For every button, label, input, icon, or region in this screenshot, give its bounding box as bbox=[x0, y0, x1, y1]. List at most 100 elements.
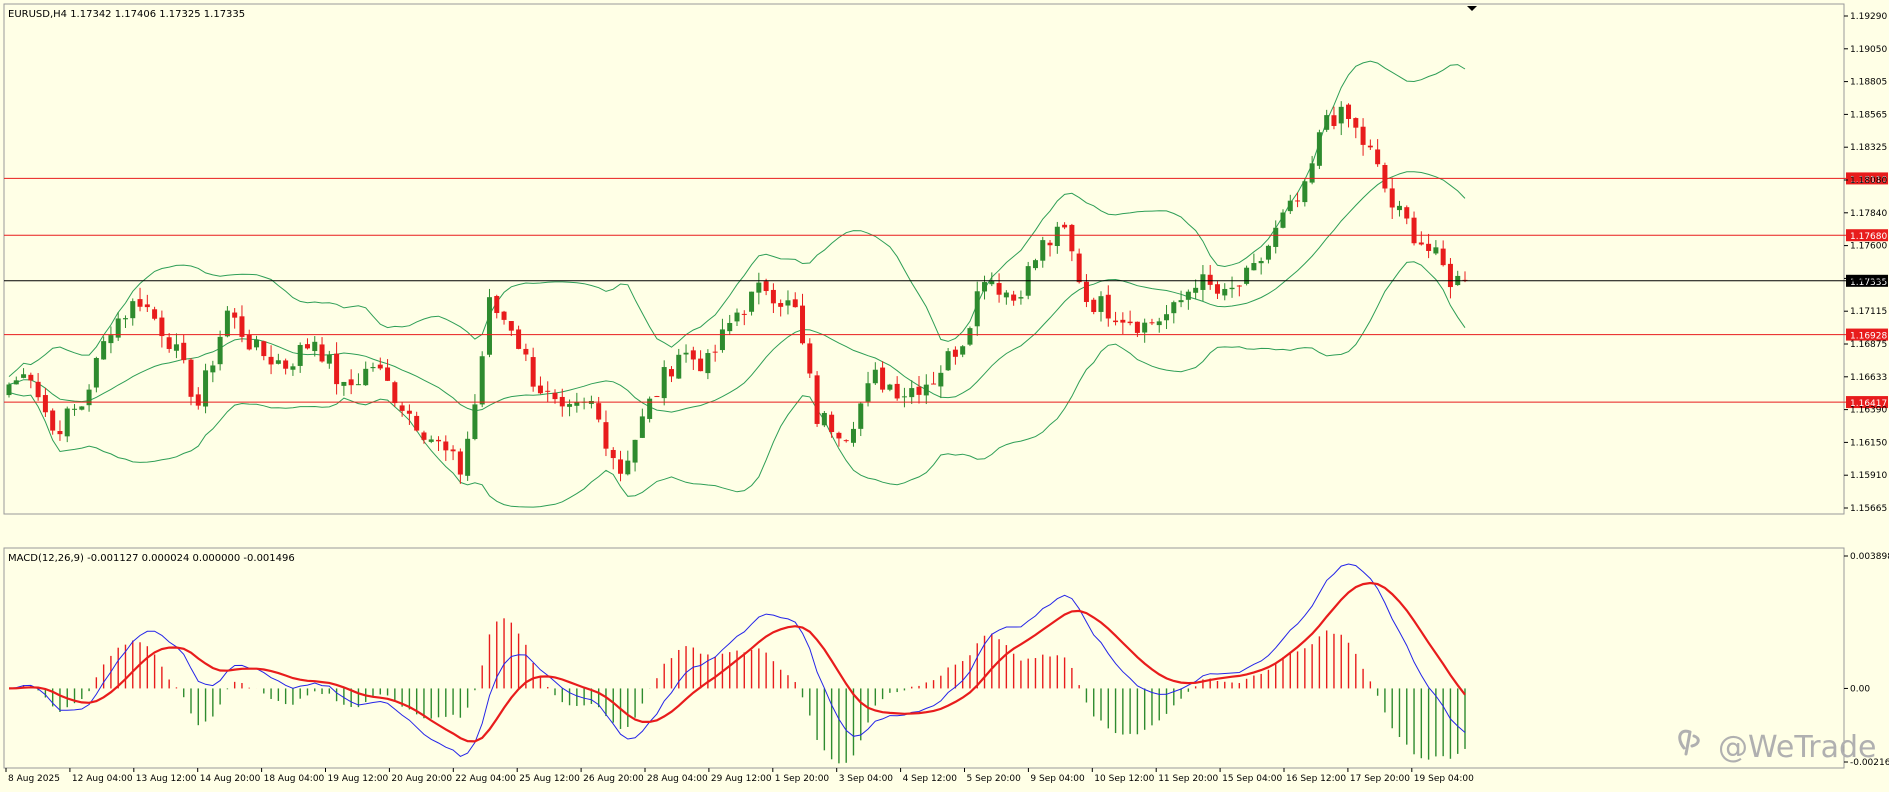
candle[interactable] bbox=[1069, 223, 1075, 262]
candle[interactable] bbox=[625, 450, 631, 476]
candle[interactable] bbox=[465, 431, 471, 481]
candle[interactable] bbox=[545, 381, 551, 403]
candle[interactable] bbox=[355, 373, 361, 386]
candle[interactable] bbox=[326, 350, 332, 369]
candle[interactable] bbox=[1178, 290, 1184, 308]
candle[interactable] bbox=[1367, 139, 1373, 151]
price-panel[interactable]: 1.18110 1.17680 1.16928 1.16417 1.17335 1.19… bbox=[3, 3, 1888, 515]
candle[interactable] bbox=[130, 298, 136, 326]
candle[interactable] bbox=[1353, 117, 1359, 139]
candle[interactable] bbox=[195, 387, 201, 410]
candle[interactable] bbox=[13, 376, 19, 385]
candle[interactable] bbox=[989, 272, 995, 287]
candle[interactable] bbox=[1032, 258, 1038, 271]
candle[interactable] bbox=[858, 402, 864, 437]
candle[interactable] bbox=[1440, 240, 1446, 267]
candle[interactable] bbox=[1164, 305, 1170, 330]
candle[interactable] bbox=[1396, 200, 1402, 217]
candle[interactable] bbox=[457, 448, 463, 484]
candle[interactable] bbox=[508, 321, 514, 337]
candle[interactable] bbox=[1011, 290, 1017, 306]
candle[interactable] bbox=[108, 326, 114, 354]
candle[interactable] bbox=[188, 358, 194, 406]
candle[interactable] bbox=[210, 360, 216, 383]
candle[interactable] bbox=[261, 340, 267, 361]
candle[interactable] bbox=[785, 290, 791, 315]
candle[interactable] bbox=[203, 363, 209, 414]
candle[interactable] bbox=[1404, 205, 1410, 225]
candle[interactable] bbox=[1193, 279, 1199, 300]
candle[interactable] bbox=[166, 333, 172, 353]
candle[interactable] bbox=[79, 406, 85, 411]
candle[interactable] bbox=[1360, 118, 1366, 156]
candle[interactable] bbox=[1346, 103, 1352, 128]
candle[interactable] bbox=[603, 410, 609, 457]
candle[interactable] bbox=[93, 356, 99, 393]
candle[interactable] bbox=[35, 373, 41, 401]
candle[interactable] bbox=[57, 420, 63, 441]
candle[interactable] bbox=[428, 435, 434, 444]
candle[interactable] bbox=[1251, 253, 1257, 271]
candle[interactable] bbox=[159, 310, 165, 348]
candle[interactable] bbox=[443, 435, 449, 461]
candle[interactable] bbox=[1324, 109, 1330, 132]
candle[interactable] bbox=[312, 336, 318, 357]
candle[interactable] bbox=[21, 368, 27, 379]
candle[interactable] bbox=[319, 337, 325, 363]
candle[interactable] bbox=[1054, 221, 1060, 254]
candle[interactable] bbox=[1127, 310, 1133, 326]
candle[interactable] bbox=[865, 371, 871, 407]
candle[interactable] bbox=[1265, 244, 1271, 264]
candle[interactable] bbox=[938, 365, 944, 399]
candle[interactable] bbox=[392, 380, 398, 407]
candle[interactable] bbox=[523, 343, 529, 362]
macd-panel[interactable]: 0.003898 0.00 -0.002165 MACD(12,26,9) -0.0… bbox=[3, 547, 1889, 769]
candle[interactable] bbox=[727, 314, 733, 335]
candle[interactable] bbox=[916, 375, 922, 404]
candle[interactable] bbox=[734, 308, 740, 327]
candle[interactable] bbox=[6, 382, 12, 398]
candle[interactable] bbox=[814, 371, 820, 427]
candle[interactable] bbox=[1280, 209, 1286, 229]
candle[interactable] bbox=[530, 347, 536, 392]
candle[interactable] bbox=[1076, 248, 1082, 284]
candle[interactable] bbox=[239, 305, 245, 343]
candle[interactable] bbox=[537, 376, 543, 395]
candle[interactable] bbox=[64, 406, 70, 443]
candle[interactable] bbox=[1309, 155, 1315, 185]
candle[interactable] bbox=[1222, 283, 1228, 301]
candle[interactable] bbox=[297, 342, 303, 373]
candle[interactable] bbox=[436, 436, 442, 452]
candle[interactable] bbox=[217, 330, 223, 371]
candle[interactable] bbox=[618, 450, 624, 482]
candle[interactable] bbox=[894, 376, 900, 401]
candle[interactable] bbox=[807, 338, 813, 379]
candle[interactable] bbox=[974, 281, 980, 336]
candle[interactable] bbox=[1331, 106, 1337, 130]
candle[interactable] bbox=[1316, 129, 1322, 170]
candle[interactable] bbox=[1338, 101, 1344, 136]
candle[interactable] bbox=[719, 318, 725, 353]
candle[interactable] bbox=[290, 363, 296, 376]
candle[interactable] bbox=[72, 404, 78, 416]
candle[interactable] bbox=[792, 292, 798, 308]
candle[interactable] bbox=[1171, 300, 1177, 324]
candle[interactable] bbox=[144, 294, 150, 313]
candle[interactable] bbox=[173, 333, 179, 359]
candle[interactable] bbox=[1040, 236, 1046, 268]
candle[interactable] bbox=[1142, 318, 1148, 343]
candle[interactable] bbox=[683, 344, 689, 363]
candle[interactable] bbox=[1418, 231, 1424, 246]
candle[interactable] bbox=[960, 345, 966, 358]
candle[interactable] bbox=[370, 362, 376, 372]
candle[interactable] bbox=[945, 348, 951, 371]
candle[interactable] bbox=[1214, 281, 1220, 299]
candle[interactable] bbox=[909, 380, 915, 404]
candle[interactable] bbox=[494, 294, 500, 319]
candle[interactable] bbox=[923, 374, 929, 405]
candle[interactable] bbox=[552, 389, 558, 404]
candle[interactable] bbox=[232, 308, 238, 329]
candle[interactable] bbox=[574, 392, 580, 413]
candle[interactable] bbox=[1149, 318, 1155, 326]
candle[interactable] bbox=[1433, 240, 1439, 256]
